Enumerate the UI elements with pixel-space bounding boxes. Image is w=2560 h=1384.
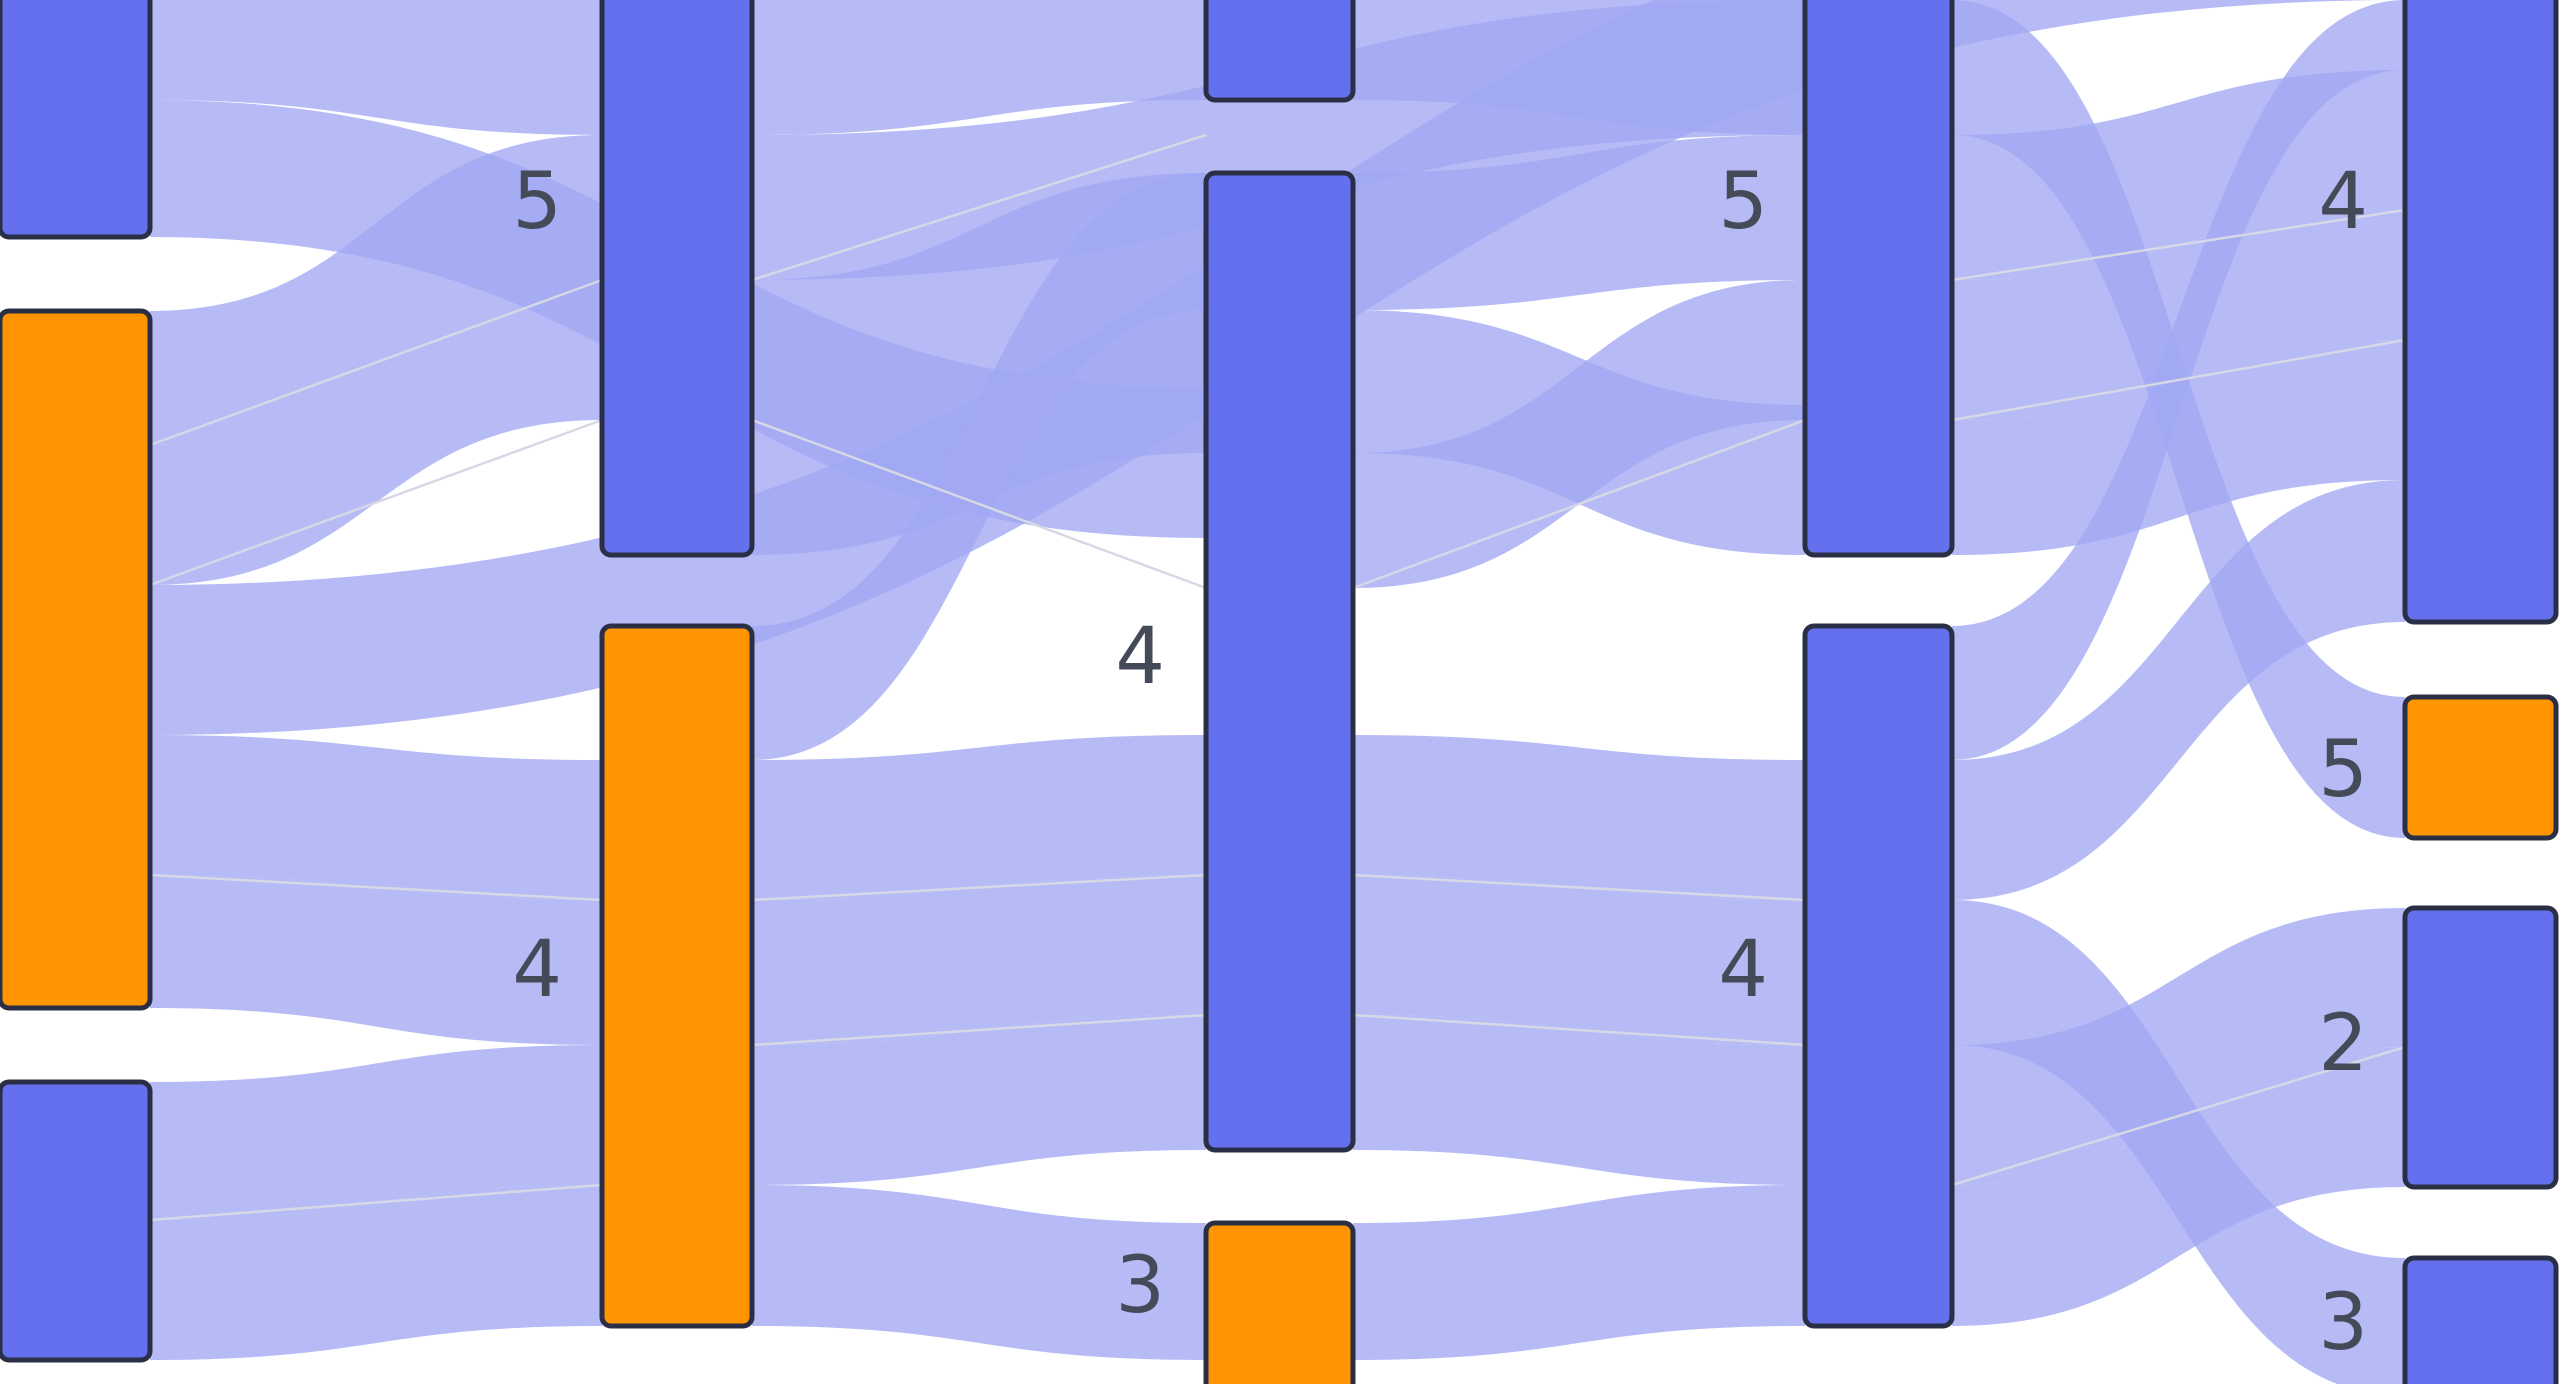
flow-link xyxy=(1353,280,1805,588)
node-label: 5 xyxy=(2318,725,2368,815)
highlighted-node[interactable] xyxy=(1203,1220,1356,1384)
flow-link xyxy=(150,0,602,135)
flow-link xyxy=(752,875,1206,1045)
node[interactable] xyxy=(2402,905,2559,1190)
highlighted-node[interactable] xyxy=(2402,694,2559,841)
link-divider xyxy=(1352,418,1806,590)
flow-link xyxy=(150,135,602,445)
link-divider xyxy=(1951,1045,2406,1187)
flow-link xyxy=(150,875,602,1045)
flow-link xyxy=(752,1185,1206,1360)
flow-link xyxy=(1353,1185,1805,1360)
link-divider xyxy=(149,418,603,587)
node[interactable] xyxy=(0,0,153,240)
node-label: 3 xyxy=(2318,1278,2368,1368)
node[interactable] xyxy=(2402,1255,2559,1384)
flow-link xyxy=(752,1015,1206,1185)
link-divider xyxy=(1352,873,1806,902)
link-divider xyxy=(1352,1013,1806,1047)
node[interactable] xyxy=(1203,170,1356,1153)
flow-link xyxy=(1353,875,1805,1045)
flow-link xyxy=(752,173,1206,760)
link-divider xyxy=(751,133,1207,282)
node-label: 4 xyxy=(1718,925,1768,1015)
flow-link xyxy=(1952,908,2405,1185)
flow-link xyxy=(1353,735,1805,900)
link-divider xyxy=(149,278,603,447)
highlighted-node[interactable] xyxy=(599,623,755,1329)
flow-link xyxy=(752,0,1206,135)
node-label: 3 xyxy=(1115,1241,1165,1331)
node-label: 4 xyxy=(1115,612,1165,702)
flow-link xyxy=(752,735,1206,900)
flow-link xyxy=(1952,1047,2405,1326)
node[interactable] xyxy=(1802,0,1955,558)
flow-link xyxy=(150,1185,602,1360)
flow-link xyxy=(1353,1015,1805,1185)
flow-link xyxy=(150,735,602,900)
link-divider xyxy=(751,418,1207,590)
node[interactable] xyxy=(599,0,755,558)
flow-link xyxy=(1952,480,2405,900)
node-label-group: 5 4 4 3 5 4 4 5 2 3 xyxy=(512,157,2368,1368)
node-label: 2 xyxy=(2318,999,2368,1089)
node-label: 4 xyxy=(512,925,562,1015)
node-label: 4 xyxy=(2318,157,2368,247)
link-divider xyxy=(149,873,603,902)
flow-link xyxy=(1353,0,1805,135)
link-divider xyxy=(149,1183,603,1222)
link-divider xyxy=(1951,338,2406,422)
flow-link xyxy=(1353,135,1805,310)
node[interactable] xyxy=(1802,623,1955,1329)
link-divider xyxy=(751,1013,1207,1047)
flow-link xyxy=(150,280,602,585)
highlighted-node[interactable] xyxy=(0,308,153,1011)
node[interactable] xyxy=(0,1079,153,1363)
link-divider xyxy=(751,873,1207,902)
link-divider-group xyxy=(149,133,2406,1222)
node[interactable] xyxy=(1203,0,1356,103)
node-label: 5 xyxy=(512,157,562,247)
link-divider xyxy=(1951,208,2406,282)
node[interactable] xyxy=(2402,0,2559,625)
flow-link xyxy=(1952,340,2405,555)
node-label: 5 xyxy=(1718,157,1768,247)
flow-link xyxy=(150,1045,602,1220)
